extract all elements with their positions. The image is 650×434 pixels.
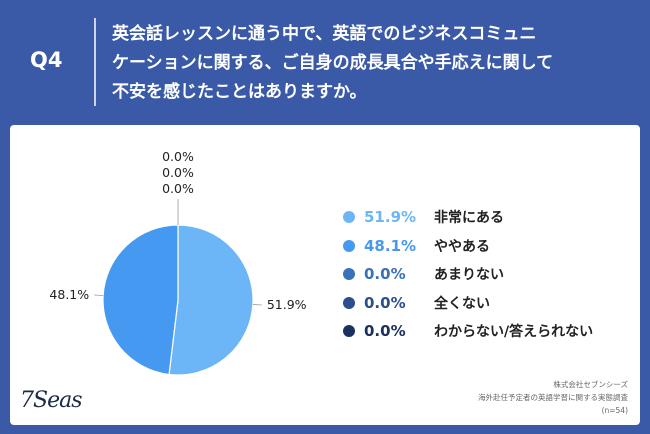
legend-swatch	[343, 211, 355, 224]
source-note: 株式会社セブンシーズ 海外赴任予定者の英語学習に関する実態調査 (n=54)	[368, 378, 628, 417]
question-number: Q4	[30, 48, 63, 72]
data-label-2: 0.0%	[162, 149, 194, 164]
company-logo: 7Seas	[20, 388, 82, 413]
legend-label: 全くない	[434, 295, 490, 312]
source-sample: (n=54)	[601, 406, 628, 415]
data-label-4: 0.0%	[162, 181, 194, 196]
legend-label: わからない/答えられない	[434, 324, 594, 341]
legend-item: 48.1% ややある	[343, 232, 633, 261]
source-company: 株式会社セブンシーズ	[553, 380, 628, 389]
legend-item: 0.0% あまりない	[343, 260, 633, 289]
data-label-0: 51.9%	[267, 297, 307, 312]
leader-line-0	[252, 304, 262, 306]
question-header: Q4 英会話レッスンに通う中で、英語でのビジネスコミュニ ケーションに関する、ご…	[0, 0, 650, 125]
pie-slice-0	[168, 224, 254, 376]
legend-item: 0.0% 全くない	[343, 289, 633, 318]
legend-label: 非常にある	[434, 210, 504, 227]
legend-swatch	[343, 296, 355, 309]
legend-value: 0.0%	[364, 293, 406, 312]
question-text: 英会話レッスンに通う中で、英語でのビジネスコミュニ ケーションに関する、ご自身の…	[112, 24, 554, 102]
legend-swatch	[343, 239, 355, 252]
legend-label: あまりない	[434, 267, 504, 284]
data-label-3: 0.0%	[162, 165, 194, 180]
legend-item: 0.0% わからない/答えられない	[343, 317, 633, 346]
chart-legend: 51.9% 非常にある 48.1% ややある 0.0% あまりない 0.0% 全くない 0.0%…	[343, 203, 633, 346]
legend-label: ややある	[434, 238, 490, 255]
legend-value: 0.0%	[364, 322, 406, 341]
legend-item: 51.9% 非常にある	[343, 203, 633, 232]
legend-value: 0.0%	[364, 265, 406, 284]
data-label-1: 48.1%	[49, 287, 89, 302]
pie-slice-1	[102, 224, 179, 376]
legend-value: 51.9%	[364, 208, 417, 227]
source-survey: 海外赴任予定者の英語学習に関する実態調査	[478, 393, 628, 402]
legend-swatch	[343, 325, 355, 338]
leader-line-1	[94, 294, 104, 296]
header-divider	[94, 18, 96, 106]
legend-value: 48.1%	[364, 236, 417, 255]
legend-swatch	[343, 268, 355, 281]
